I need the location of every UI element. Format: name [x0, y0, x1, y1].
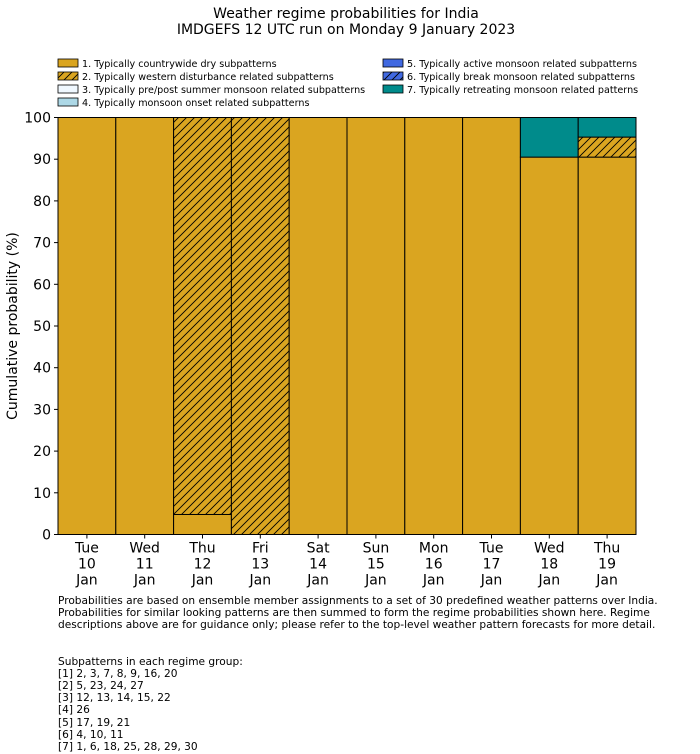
- legend-entry: 6. Typically break monsoon related subpa…: [407, 72, 635, 83]
- bar-hatch: [578, 137, 636, 158]
- x-axis: Tue10JanWed11JanThu12JanFri13JanSat14Jan…: [74, 534, 620, 589]
- y-tick-label: 90: [33, 152, 51, 168]
- legend-swatch: [57, 97, 79, 107]
- x-tick-label: Jan: [306, 573, 329, 589]
- chart-title: Weather regime probabilities for India: [213, 6, 479, 22]
- notes: Probabilities are based on ensemble memb…: [58, 595, 688, 753]
- y-tick-label: 0: [42, 528, 51, 544]
- x-tick-label: 19: [598, 557, 616, 573]
- legend-entry: 4. Typically monsoon onset related subpa…: [82, 98, 309, 109]
- legend-swatch: [382, 84, 404, 94]
- x-tick-label: Jan: [422, 573, 445, 589]
- bar-segment: [288, 117, 348, 535]
- y-tick-label: 40: [33, 361, 51, 377]
- x-tick-label: 10: [78, 557, 96, 573]
- x-tick-label: Jan: [364, 573, 387, 589]
- x-tick-label: 17: [483, 557, 501, 573]
- y-tick-label: 30: [33, 402, 51, 418]
- description-line: Probabilities are based on ensemble memb…: [58, 595, 658, 607]
- subpattern-line: [3] 12, 13, 14, 15, 22: [58, 692, 171, 705]
- subpattern-line: [2] 5, 23, 24, 27: [58, 680, 144, 693]
- bar-segment: [462, 117, 521, 535]
- legend-swatch-hatch: [58, 72, 78, 80]
- x-tick-label: Jan: [191, 573, 214, 589]
- subpattern-line: [4] 26: [58, 704, 90, 717]
- x-tick-label: 13: [251, 557, 269, 573]
- description-text: Probabilities are based on ensemble memb…: [58, 595, 688, 632]
- bar-segment: [115, 117, 175, 535]
- subpattern-list: [1] 2, 3, 7, 8, 9, 16, 20 [2] 5, 23, 24, …: [58, 668, 688, 753]
- legend-entry: 5. Typically active monsoon related subp…: [407, 59, 637, 70]
- bar-segment: [577, 156, 637, 536]
- x-tick-label: Jan: [480, 573, 503, 589]
- legend-entry: 7. Typically retreating monsoon related …: [407, 85, 638, 96]
- y-tick-label: 70: [33, 236, 51, 252]
- x-tick-label: 15: [367, 557, 385, 573]
- y-tick-label: 20: [33, 444, 51, 460]
- y-tick-label: 80: [33, 194, 51, 210]
- legend-swatch: [382, 58, 404, 68]
- y-tick-label: 10: [33, 486, 51, 502]
- x-tick-label: 12: [194, 557, 212, 573]
- x-tick-label: Tue: [479, 541, 504, 557]
- legend-swatch-hatch: [383, 72, 403, 80]
- chart-subtitle: IMDGEFS 12 UTC run on Monday 9 January 2…: [177, 22, 515, 38]
- y-tick-label: 60: [33, 277, 51, 293]
- x-tick-label: 11: [136, 557, 154, 573]
- subpattern-line: [6] 4, 10, 11: [58, 728, 124, 741]
- x-tick-label: Jan: [133, 573, 156, 589]
- bar-segment: [404, 117, 464, 535]
- subpattern-line: [7] 1, 6, 18, 25, 28, 29, 30: [58, 741, 198, 754]
- subpattern-line: [1] 2, 3, 7, 8, 9, 16, 20: [58, 667, 178, 680]
- legend: 1. Typically countrywide dry subpatterns…: [57, 58, 638, 109]
- subpattern-line: [5] 17, 19, 21: [58, 716, 131, 729]
- x-tick-label: Mon: [419, 541, 449, 557]
- x-tick-label: Thu: [593, 541, 620, 557]
- x-tick-label: Wed: [129, 541, 160, 557]
- bar-segment: [346, 117, 406, 535]
- description-line: descriptions above are for guidance only…: [58, 619, 656, 632]
- x-tick-label: 16: [425, 557, 443, 573]
- bar-hatch: [173, 117, 232, 515]
- x-tick-label: Jan: [595, 573, 618, 589]
- bar-segment: [519, 156, 579, 536]
- x-tick-label: Sun: [363, 541, 390, 557]
- x-tick-label: Jan: [538, 573, 561, 589]
- y-tick-label: 50: [33, 319, 51, 335]
- x-tick-label: Tue: [74, 541, 99, 557]
- bar-segment: [173, 513, 232, 536]
- bars: [57, 117, 637, 536]
- bar-segment: [577, 117, 637, 138]
- x-tick-label: Wed: [534, 541, 565, 557]
- y-tick-label: 100: [24, 111, 51, 127]
- subpatterns-heading: Subpatterns in each regime group:: [58, 655, 243, 668]
- x-tick-label: 18: [540, 557, 558, 573]
- x-tick-label: Sat: [307, 541, 330, 557]
- legend-entry: 2. Typically western disturbance related…: [82, 72, 334, 83]
- y-axis-label: Cumulative probability (%): [5, 232, 21, 420]
- x-tick-label: Fri: [252, 541, 269, 557]
- description-line: Probabilities for similar looking patter…: [58, 607, 650, 620]
- y-axis: 0 10 20 30 40 50 60 70 80 90 100: [24, 111, 58, 544]
- x-tick-label: Thu: [188, 541, 215, 557]
- bar-hatch: [231, 117, 290, 535]
- legend-swatch: [57, 84, 79, 94]
- bar-segment: [519, 117, 579, 158]
- regime-probability-chart: Weather regime probabilities for India I…: [5, 6, 638, 589]
- x-tick-label: Jan: [249, 573, 272, 589]
- legend-entry: 1. Typically countrywide dry subpatterns: [82, 59, 277, 70]
- legend-entry: 3. Typically pre/post summer monsoon rel…: [82, 85, 365, 96]
- x-tick-label: Jan: [75, 573, 98, 589]
- legend-swatch: [57, 58, 79, 68]
- bar-segment: [57, 117, 117, 535]
- x-tick-label: 14: [309, 557, 327, 573]
